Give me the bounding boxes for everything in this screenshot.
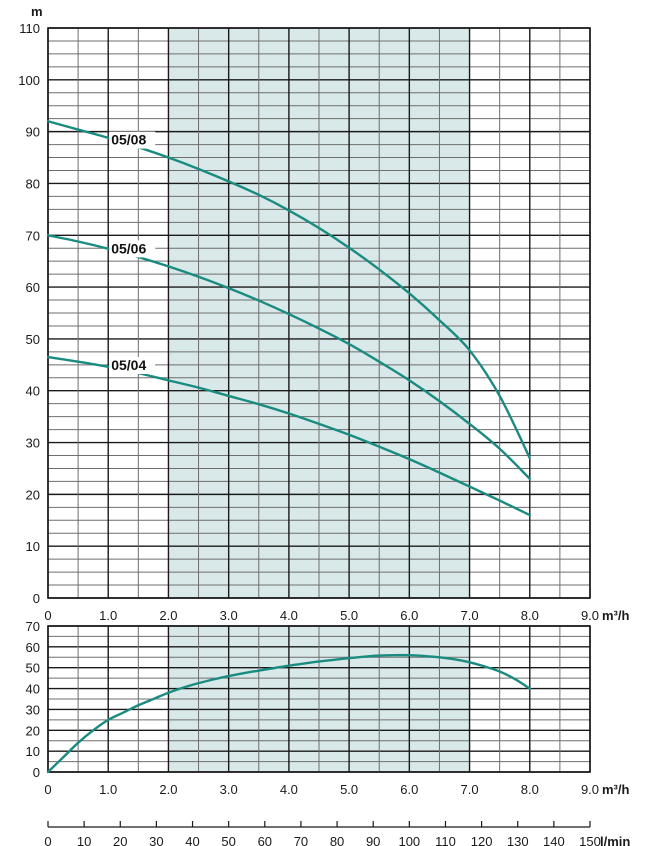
y-tick-label: 10 [26, 744, 40, 759]
x-tick-label: 0 [44, 608, 51, 620]
y-tick-label: 20 [26, 487, 40, 502]
lmin-tick-label: 140 [543, 834, 565, 846]
y-tick-label: 90 [26, 125, 40, 140]
x-tick-label: 7.0 [461, 608, 479, 620]
y-tick-label: 70 [26, 228, 40, 243]
y-tick-label: 60 [26, 280, 40, 295]
y-tick-label: 0 [33, 591, 40, 606]
y-tick-label: 110 [19, 21, 40, 36]
lmin-tick-label: 90 [366, 834, 380, 846]
curve-label-backdrop [109, 131, 156, 149]
x-tick-label: 8.0 [521, 608, 539, 620]
curve-label-05-04: 05/04 [111, 357, 146, 373]
curve-label-backdrop [109, 240, 156, 258]
x-tick-label: 4.0 [280, 608, 298, 620]
lmin-tick-label: 10 [77, 834, 91, 846]
y-tick-label: 30 [26, 436, 40, 451]
x-tick-label: 6.0 [400, 782, 418, 797]
y-tick-label: 50 [26, 661, 40, 676]
x-tick-label: 4.0 [280, 782, 298, 797]
lmin-tick-label: 110 [435, 834, 456, 846]
y-tick-label: 60 [26, 640, 40, 655]
x-tick-label: 6.0 [400, 608, 418, 620]
lmin-tick-label: 50 [221, 834, 235, 846]
x-tick-label: 1.0 [99, 608, 117, 620]
plot-frame [47, 27, 591, 599]
x-tick-label: 5.0 [340, 608, 358, 620]
lmin-tick-label: 60 [258, 834, 272, 846]
y-tick-label: 10 [26, 539, 40, 554]
x-tick-label: 5.0 [340, 782, 358, 797]
y-tick-label: 80 [26, 176, 40, 191]
lmin-tick-label: 40 [185, 834, 199, 846]
curve-label-backdrop [109, 357, 156, 374]
x-tick-label: 8.0 [521, 782, 539, 797]
y-tick-label: 20 [26, 723, 40, 738]
lmin-tick-label: 130 [507, 834, 529, 846]
head-chart-plot: 0 10 20 30 40 50 60 70 80 90 100 110 0 1.0 2.0 3.0 4.0 5.… [18, 21, 630, 620]
x-tick-label: 0 [44, 782, 51, 797]
lmin-tick-label: 0 [44, 834, 51, 846]
lmin-tick-label: 20 [113, 834, 127, 846]
x-tick-label: 3.0 [220, 608, 238, 620]
curve-label-05-08: 05/08 [111, 132, 146, 148]
y-tick-label: 30 [26, 702, 40, 717]
y-tick-label: 100 [18, 73, 40, 88]
y-tick-label: 70 [26, 620, 40, 634]
lmin-tick-label: 120 [471, 834, 493, 846]
plot-frame [47, 625, 591, 773]
y-tick-label: 50 [26, 332, 40, 347]
lmin-tick-label: 30 [149, 834, 163, 846]
x-tick-label: 2.0 [159, 782, 177, 797]
x-tick-label: 9.0 [581, 608, 599, 620]
lmin-axis-unit-label: l/min [600, 834, 630, 846]
efficiency-chart-plot: 0 10 20 30 40 50 60 70 0 1.0 2.0 3.0 4.0 5.0 6.0 7.0 8.0… [26, 620, 631, 846]
head-chart-unit-label: m [31, 4, 43, 19]
curve-label-05-06: 05/06 [111, 240, 146, 256]
x-tick-label: 2.0 [159, 608, 177, 620]
lmin-tick-label: 150 [579, 834, 601, 846]
x-tick-label: 3.0 [220, 782, 238, 797]
x-tick-label: 9.0 [581, 782, 599, 797]
x-axis-unit-label: m³/h [602, 608, 630, 620]
x-tick-label: 1.0 [99, 782, 117, 797]
curve-efficiency [46, 653, 531, 774]
x-tick-label: 7.0 [461, 782, 479, 797]
y-tick-label: 0 [33, 765, 40, 780]
y-tick-label: 40 [26, 384, 40, 399]
x-axis-unit-label: m³/h [602, 782, 630, 797]
lmin-tick-label: 70 [294, 834, 308, 846]
y-tick-label: 40 [26, 682, 40, 697]
lmin-tick-label: 80 [330, 834, 344, 846]
lmin-tick-label: 100 [398, 834, 420, 846]
